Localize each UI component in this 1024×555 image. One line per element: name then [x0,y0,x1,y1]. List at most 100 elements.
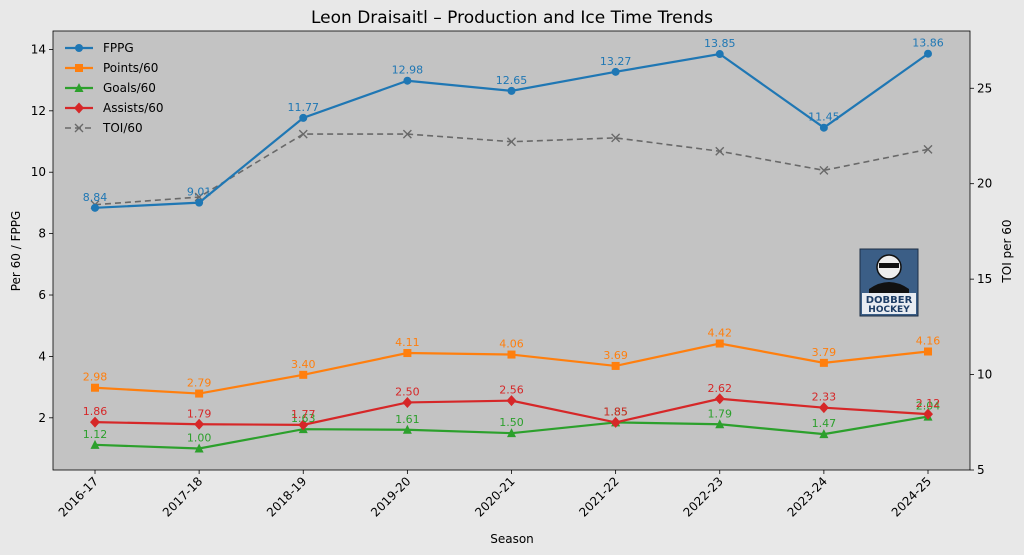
y-tick-label-left: 14 [31,42,46,56]
data-point-points-60 [195,389,204,398]
data-label-points-60: 4.16 [916,335,941,348]
data-point-toi-60 [819,165,829,175]
y-tick-label-left: 4 [38,349,46,363]
data-point-assists-60 [506,395,517,407]
data-label-goals-60: 1.00 [187,432,212,445]
y-axis-label-left: Per 60 / FPPG [9,211,23,292]
data-point-assists-60 [818,402,829,414]
data-point-fppg [611,67,620,76]
y-tick-label-left: 2 [38,411,46,425]
legend-marker-assists-60 [74,102,84,114]
data-point-goals-60 [507,428,516,438]
data-point-assists-60 [714,393,725,405]
chart-title: Leon Draisaitl – Production and Ice Time… [311,8,713,28]
data-label-goals-60: 2.04 [916,400,941,413]
data-point-assists-60 [194,418,205,430]
data-point-toi-60 [611,133,621,143]
data-point-points-60 [507,350,516,359]
data-label-goals-60: 1.47 [812,417,837,430]
data-point-goals-60 [819,429,829,439]
y-tick-label-left: 6 [38,288,46,302]
data-point-goals-60 [715,419,725,429]
data-point-points-60 [611,361,620,370]
data-label-fppg: 12.65 [496,74,528,87]
data-label-goals-60: 1.79 [708,407,733,420]
y-tick-label-left: 12 [31,104,46,118]
series-points-60 [91,339,932,398]
legend-label-goals-60: Goals/60 [103,81,156,95]
data-label-assists-60: 1.77 [291,408,316,421]
dobber-hockey-logo: DOBBER HOCKEY [859,248,919,317]
data-label-goals-60: 1.50 [499,416,524,429]
data-label-goals-60: 1.85 [603,405,628,418]
data-point-toi-60 [402,129,412,139]
data-label-goals-60: 1.61 [395,413,420,426]
data-point-fppg [299,113,308,122]
legend: FPPG Points/60 Goals/60 Assists/60 TOI/60 [65,41,164,135]
legend-item-toi-60: TOI/60 [65,121,143,135]
data-point-goals-60 [194,443,204,453]
data-point-assists-60 [402,396,413,408]
data-label-points-60: 4.42 [708,327,733,340]
data-label-fppg: 13.27 [600,55,632,68]
legend-label-fppg: FPPG [103,41,134,55]
data-point-points-60 [299,370,308,379]
data-label-assists-60: 2.33 [812,391,837,404]
svg-text:HOCKEY: HOCKEY [868,305,910,315]
data-point-fppg [819,123,828,132]
data-label-assists-60: 2.12 [916,397,941,410]
y-tick-label-right: 5 [977,463,985,477]
data-label-points-60: 3.69 [603,349,628,362]
data-point-assists-60 [610,416,621,428]
data-point-toi-60 [923,144,933,154]
data-label-points-60: 4.11 [395,336,420,349]
data-point-toi-60 [298,129,308,139]
data-label-assists-60: 2.50 [395,385,420,398]
data-point-points-60 [403,349,412,358]
data-point-toi-60 [715,146,725,156]
data-point-points-60 [91,383,99,392]
data-point-fppg [91,203,99,212]
x-axis-label: Season [490,532,534,546]
y-tick-label-right: 10 [977,368,992,382]
data-label-assists-60: 1.86 [83,405,108,418]
data-label-fppg: 9.01 [187,186,212,199]
data-label-points-60: 3.79 [812,346,837,359]
series-layer [90,49,933,453]
y-axis-label-right: TOI per 60 [1000,219,1014,283]
data-label-goals-60: 1.12 [83,428,108,441]
data-label-goals-60: 1.63 [291,412,316,425]
data-point-toi-60 [507,137,516,147]
data-label-fppg: 8.84 [83,191,108,204]
y-tick-label-right: 20 [977,177,992,191]
data-label-assists-60: 1.79 [187,407,212,420]
data-label-assists-60: 2.56 [499,384,524,397]
data-label-fppg: 11.77 [288,101,320,114]
svg-text:DOBBER: DOBBER [866,295,913,306]
data-point-fppg [507,86,516,95]
data-point-points-60 [715,339,724,348]
data-point-assists-60 [298,419,309,431]
y-tick-label-left: 10 [31,165,46,179]
data-label-points-60: 4.06 [499,338,524,351]
legend-marker-toi-60 [74,123,84,133]
legend-label-assists-60: Assists/60 [103,101,164,115]
y-tick-label-left: 8 [38,227,46,241]
legend-item-goals-60: Goals/60 [65,81,156,95]
series-fppg [91,49,932,212]
data-label-fppg: 13.86 [912,37,944,50]
data-label-points-60: 2.79 [187,377,212,390]
data-label-fppg: 12.98 [392,64,424,77]
data-label-fppg: 11.45 [808,111,840,124]
data-labels: 8.84 9.01 11.77 12.98 12.65 13.27 13.85 11.45 13… [83,37,944,445]
data-point-fppg [403,76,412,85]
data-point-fppg [715,50,724,59]
data-label-assists-60: 2.62 [708,382,733,395]
legend-marker-goals-60 [74,83,84,92]
data-label-fppg: 13.85 [704,37,736,50]
legend-item-fppg: FPPG [65,41,134,55]
data-point-assists-60 [90,416,100,428]
legend-item-assists-60: Assists/60 [65,101,164,115]
y-tick-label-right: 25 [977,81,992,95]
